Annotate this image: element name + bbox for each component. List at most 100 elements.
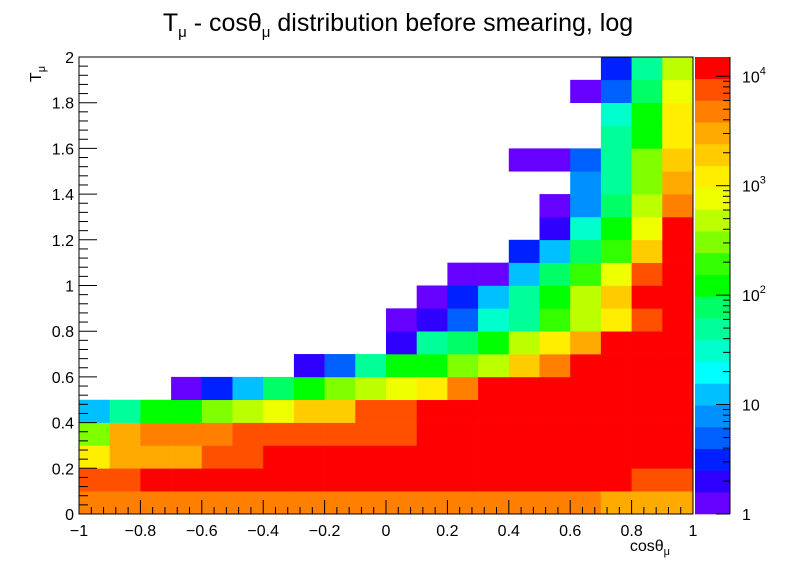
y-tick-label: 1.6 <box>52 141 74 158</box>
heatmap-cell <box>201 468 233 492</box>
heatmap-cell <box>171 491 203 515</box>
heatmap-cell <box>79 399 110 423</box>
heatmap-cell <box>416 285 448 309</box>
colorbar-label: 1 <box>742 507 751 524</box>
heatmap-cell <box>631 422 663 446</box>
heatmap-cell <box>324 468 356 492</box>
y-tick-label: 0.4 <box>52 416 74 433</box>
heatmap-cell <box>662 285 694 309</box>
heatmap-cell <box>508 331 540 355</box>
heatmap-cell <box>447 354 479 378</box>
heatmap-cell <box>662 216 694 241</box>
heatmap-cell <box>386 468 417 492</box>
heatmap-cell <box>386 445 417 469</box>
heatmap-cell <box>508 239 540 263</box>
heatmap-cell <box>631 57 663 81</box>
heatmap-cell <box>232 491 264 515</box>
y-tick-label: 1 <box>65 279 74 296</box>
heatmap-cell <box>600 57 632 81</box>
heatmap-cell <box>539 308 571 332</box>
heatmap-cell <box>109 399 141 423</box>
heatmap-cell <box>416 445 448 469</box>
colorbar-swatch <box>695 122 730 145</box>
heatmap-cell <box>600 285 632 309</box>
x-tick-label: −0.6 <box>186 523 218 540</box>
heatmap-cell <box>416 491 448 515</box>
heatmap-cell <box>631 331 663 355</box>
heatmap-cell <box>662 422 694 446</box>
heatmap-cell <box>201 445 233 469</box>
heatmap-cell <box>386 376 417 401</box>
colorbar-swatch <box>695 165 730 188</box>
heatmap-cell <box>631 445 663 469</box>
heatmap-cell <box>570 194 602 218</box>
heatmap-cell <box>263 399 295 423</box>
heatmap-cell <box>631 262 663 286</box>
heatmap-cell <box>600 445 632 469</box>
heatmap-cell <box>662 491 694 515</box>
heatmap-cell <box>539 376 571 401</box>
heatmap-cell <box>570 491 602 515</box>
heatmap-cell <box>324 445 356 469</box>
heatmap-cell <box>662 308 694 332</box>
heatmap-cell <box>140 491 172 515</box>
colorbar-swatch <box>695 318 730 341</box>
y-tick-label: 0.8 <box>52 324 74 341</box>
heatmap-cell <box>263 491 295 515</box>
heatmap-cell <box>447 331 479 355</box>
heatmap-cell <box>478 354 510 378</box>
y-tick-label: 0.2 <box>52 461 74 478</box>
heatmap-cell <box>662 331 694 355</box>
heatmap-cell <box>171 376 203 401</box>
colorbar-swatch <box>695 57 730 80</box>
heatmap-cell <box>539 216 571 241</box>
heatmap-cell <box>416 331 448 355</box>
heatmap-cell <box>355 354 387 378</box>
heatmap-cell <box>355 491 387 515</box>
heatmap-cell <box>447 491 479 515</box>
axes: −1 −0.8 −0.6 −0.4 −0.2 0 0.2 0.4 0.6 0.8 1 0 0.2 0.4 0… <box>52 50 698 540</box>
heatmap-cell <box>570 468 602 492</box>
heatmap-cell <box>478 468 510 492</box>
heatmap-cell <box>539 399 571 423</box>
heatmap-cell <box>508 445 540 469</box>
colorbar-swatch <box>695 361 730 384</box>
heatmap-cell <box>508 491 540 515</box>
heatmap-cell <box>570 445 602 469</box>
heatmap-cell <box>508 262 540 286</box>
heatmap-cell <box>478 262 510 286</box>
heatmap-cell <box>416 399 448 423</box>
x-tick-label: 0.2 <box>436 523 458 540</box>
heatmap-cell <box>447 445 479 469</box>
heatmap-cell <box>171 468 203 492</box>
heatmap-cell <box>109 422 141 446</box>
heatmap-cell <box>662 239 694 263</box>
heatmap-cell <box>293 491 325 515</box>
heatmap-cell <box>263 468 295 492</box>
heatmap-cell <box>201 422 233 446</box>
heatmap-cell <box>600 148 632 172</box>
heatmap-cell <box>293 422 325 446</box>
heatmap-cell <box>600 216 632 241</box>
heatmap-cell <box>662 354 694 378</box>
heatmap-cell <box>539 491 571 515</box>
heatmap-cell <box>631 79 663 103</box>
heatmap-cell <box>140 422 172 446</box>
colorbar-swatch <box>695 78 730 101</box>
heatmap-cell <box>478 308 510 332</box>
heatmap-cell <box>447 399 479 423</box>
heatmap-cell <box>631 171 663 195</box>
heatmap-cell <box>570 308 602 332</box>
heatmap-cell <box>570 422 602 446</box>
heatmap-cell <box>508 468 540 492</box>
y-tick-label: 2 <box>65 50 74 67</box>
heatmap-cell <box>600 468 632 492</box>
heatmap-cell <box>140 399 172 423</box>
x-tick-label: −0.8 <box>125 523 157 540</box>
heatmap-cell <box>324 376 356 401</box>
heatmap-cell <box>631 399 663 423</box>
heatmap-cell <box>447 376 479 401</box>
heatmap-cell <box>631 308 663 332</box>
colorbar-swatch <box>695 339 730 362</box>
heatmap-cell <box>293 354 325 378</box>
